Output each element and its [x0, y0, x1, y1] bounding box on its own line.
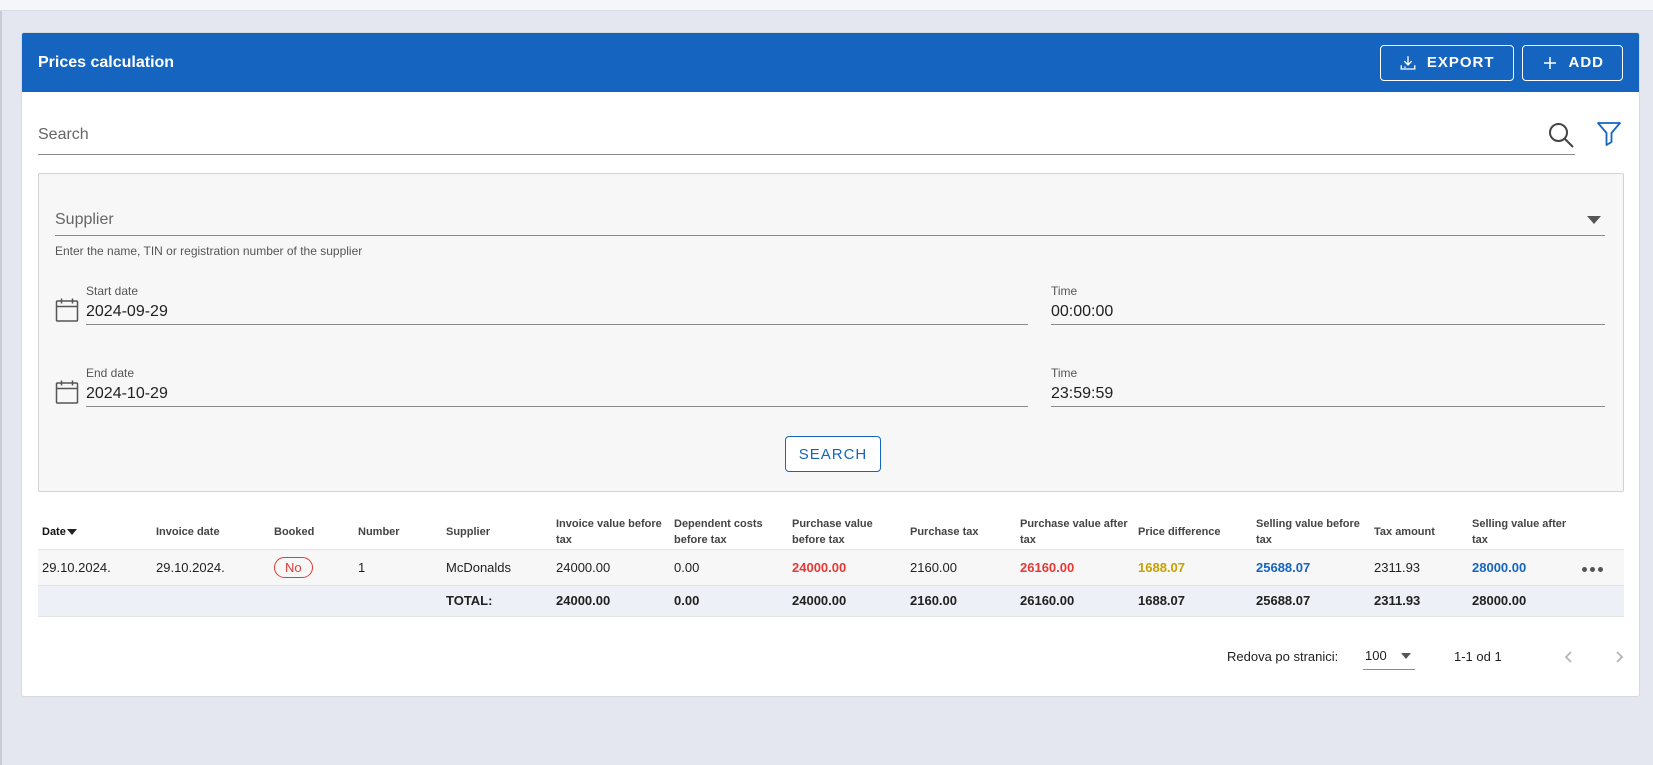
column-header-tax-amount[interactable]: Tax amount [1374, 525, 1435, 538]
end-time-field[interactable]: Time 23:59:59 [1051, 366, 1605, 407]
cell-invoice-date: 29.10.2024. [152, 548, 270, 585]
cell-purchase-tax: 2160.00 [906, 548, 1016, 585]
start-date-field[interactable]: Start date 2024-09-29 [86, 284, 1028, 325]
column-header-invoice-value[interactable]: Invoice value before tax [556, 517, 662, 546]
download-icon [1400, 55, 1416, 70]
prices-calculation-card: Prices calculation EXPORT ADD Supplier E… [21, 32, 1640, 697]
start-time-label: Time [1051, 284, 1078, 298]
card-header: Prices calculation EXPORT ADD [22, 33, 1639, 92]
next-page-button[interactable] [1607, 645, 1631, 669]
supplier-helper-text: Enter the name, TIN or registration numb… [55, 244, 363, 258]
cell-purchase-value-after: 26160.00 [1016, 548, 1134, 585]
left-edge [0, 11, 2, 765]
page-range: 1-1 od 1 [1454, 649, 1502, 664]
column-header-purchase-value-after[interactable]: Purchase value after tax [1020, 517, 1128, 546]
totals-label: TOTAL: [442, 584, 552, 617]
more-options-icon[interactable] [1582, 566, 1603, 572]
end-time-label: Time [1051, 366, 1078, 380]
filter-icon[interactable] [1595, 119, 1623, 147]
cell-booked: No [270, 548, 354, 585]
export-button[interactable]: EXPORT [1379, 44, 1514, 81]
table-row[interactable]: 29.10.2024. 29.10.2024. No 1 McDonalds 2… [38, 548, 1624, 585]
calendar-icon[interactable] [55, 379, 79, 405]
column-header-dependent-costs[interactable]: Dependent costs before tax [674, 517, 763, 546]
rows-per-page-select[interactable]: 100 [1363, 642, 1415, 670]
cell-date: 29.10.2024. [38, 548, 152, 585]
chevron-right-icon [1616, 651, 1624, 663]
total-invoice-value: 24000.00 [552, 584, 670, 617]
start-date-value: 2024-09-29 [86, 303, 168, 320]
calendar-icon[interactable] [55, 297, 79, 323]
table-header-row: Date Invoice date Booked Number Supplier… [38, 515, 1624, 549]
cell-tax-amount: 2311.93 [1370, 548, 1468, 585]
start-date-label: Start date [86, 284, 139, 298]
prices-table: Date Invoice date Booked Number Supplier… [38, 515, 1624, 617]
end-date-value: 2024-10-29 [86, 385, 168, 402]
cell-number: 1 [354, 548, 442, 585]
search-bar [38, 115, 1575, 155]
end-date-field[interactable]: End date 2024-10-29 [86, 366, 1028, 407]
start-time-value: 00:00:00 [1051, 303, 1114, 320]
column-header-price-difference[interactable]: Price difference [1138, 525, 1221, 538]
rows-per-page-label: Redova po stranici: [1227, 649, 1339, 664]
column-header-number[interactable]: Number [358, 525, 400, 538]
column-header-purchase-tax[interactable]: Purchase tax [910, 525, 979, 538]
column-header-booked[interactable]: Booked [274, 525, 315, 538]
total-dependent-costs: 0.00 [670, 584, 788, 617]
total-selling-value-before: 25688.07 [1252, 584, 1370, 617]
cell-invoice-value: 24000.00 [552, 548, 670, 585]
cell-price-difference: 1688.07 [1134, 548, 1252, 585]
supplier-select[interactable]: Supplier [55, 204, 1605, 236]
sort-desc-icon[interactable] [66, 528, 77, 535]
cell-selling-value-after: 28000.00 [1468, 548, 1578, 585]
search-button[interactable]: SEARCH [785, 436, 881, 472]
end-time-value: 23:59:59 [1051, 385, 1114, 402]
chevron-down-icon[interactable] [1587, 215, 1601, 224]
search-icon[interactable] [1547, 121, 1575, 149]
booked-badge: No [274, 556, 313, 578]
chevron-left-icon [1564, 651, 1572, 663]
total-tax-amount: 2311.93 [1370, 584, 1468, 617]
column-header-actions [1578, 515, 1624, 549]
column-header-selling-value-after[interactable]: Selling value after tax [1472, 517, 1567, 546]
total-purchase-tax: 2160.00 [906, 584, 1016, 617]
add-label: ADD [1568, 54, 1604, 71]
totals-row: TOTAL: 24000.00 0.00 24000.00 2160.00 26… [38, 584, 1624, 617]
start-time-field[interactable]: Time 00:00:00 [1051, 284, 1605, 325]
column-header-supplier[interactable]: Supplier [446, 525, 491, 538]
column-header-selling-value-before[interactable]: Selling value before tax [1256, 517, 1360, 546]
cell-selling-value-before: 25688.07 [1252, 548, 1370, 585]
top-bar [0, 0, 1653, 11]
total-price-difference: 1688.07 [1134, 584, 1252, 617]
add-button[interactable]: ADD [1521, 44, 1623, 81]
cell-dependent-costs: 0.00 [670, 548, 788, 585]
total-purchase-value: 24000.00 [788, 584, 906, 617]
search-input[interactable] [38, 125, 1547, 144]
total-purchase-value-after: 26160.00 [1016, 584, 1134, 617]
column-header-invoice-date[interactable]: Invoice date [156, 525, 220, 538]
total-selling-value-after: 28000.00 [1468, 584, 1578, 617]
column-label: Date [42, 525, 66, 538]
rows-per-page-value: 100 [1365, 648, 1387, 663]
cell-purchase-value: 24000.00 [788, 548, 906, 585]
pagination: Redova po stranici: 100 1-1 od 1 [22, 637, 1639, 677]
cell-actions [1578, 548, 1624, 585]
column-header-date[interactable]: Date [38, 515, 152, 549]
filter-panel: Supplier Enter the name, TIN or registra… [38, 173, 1624, 492]
supplier-label: Supplier [55, 210, 114, 228]
chevron-down-icon[interactable] [1401, 652, 1411, 659]
column-header-purchase-value[interactable]: Purchase value before tax [792, 517, 873, 546]
previous-page-button[interactable] [1557, 645, 1581, 669]
plus-icon [1543, 56, 1556, 69]
end-date-label: End date [86, 366, 135, 380]
page-title: Prices calculation [38, 53, 175, 71]
export-label: EXPORT [1426, 54, 1495, 71]
cell-supplier: McDonalds [442, 548, 552, 585]
